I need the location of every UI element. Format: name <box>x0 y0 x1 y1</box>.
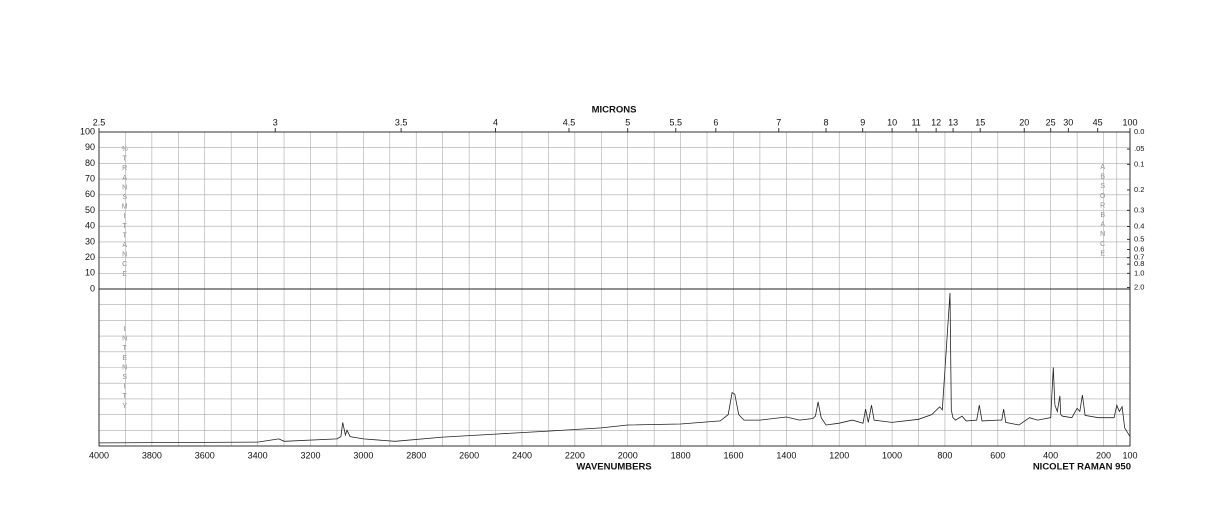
x2-tick-label: 3.5 <box>395 117 408 127</box>
x2-tick-label: 5.5 <box>670 117 683 127</box>
x2-tick-label: 5 <box>625 117 630 127</box>
y-tick-label: 80 <box>85 158 95 168</box>
x2-tick-label: 30 <box>1063 117 1073 127</box>
y-tick-label: 50 <box>85 205 95 215</box>
x-tick-label: 2400 <box>512 450 532 460</box>
x-tick-label: 4000 <box>89 450 109 460</box>
x-tick-label: 3400 <box>248 450 268 460</box>
x-tick-label: 100 <box>1122 450 1137 460</box>
y-axis-title: %TRANSMITTANCE <box>121 146 128 280</box>
x-tick-label: 1000 <box>882 450 902 460</box>
y-tick-label: 90 <box>85 142 95 152</box>
x-tick-label: 3200 <box>300 450 320 460</box>
y2-tick-label: 2.0 <box>1134 282 1144 291</box>
y2-tick-label: 0.2 <box>1134 185 1144 194</box>
top-axis-title: MICRONS <box>592 105 637 116</box>
y-tick-label: 20 <box>85 252 95 262</box>
y2-axis-title: ABSORBANCE <box>1099 164 1106 260</box>
y-tick-label: 40 <box>85 221 95 231</box>
x2-tick-label: 11 <box>911 117 920 127</box>
y-tick-label: 0 <box>90 283 95 293</box>
y2-tick-label: 0.4 <box>1134 221 1144 230</box>
x2-tick-label: 100 <box>1122 117 1137 127</box>
y-tick-label: 60 <box>85 189 95 199</box>
y2-tick-label: 1.0 <box>1134 268 1144 277</box>
x2-tick-label: 8 <box>823 117 828 127</box>
x-tick-label: 1800 <box>671 450 691 460</box>
x-tick-label: 600 <box>990 450 1005 460</box>
x2-tick-label: 45 <box>1093 117 1103 127</box>
x-tick-label: 1200 <box>829 450 849 460</box>
y2-tick-label: 0.1 <box>1134 159 1144 168</box>
x2-tick-label: 4 <box>493 117 498 127</box>
x2-tick-label: 2.5 <box>93 117 106 127</box>
x2-tick-label: 15 <box>975 117 985 127</box>
y2-tick-label: 0.7 <box>1134 253 1144 262</box>
x-tick-label: 2600 <box>459 450 479 460</box>
x-tick-label: 3800 <box>142 450 162 460</box>
x2-tick-label: 10 <box>887 117 897 127</box>
x2-tick-label: 7 <box>776 117 781 127</box>
y2-tick-label: .05 <box>1134 144 1144 153</box>
spectrum-line <box>98 292 1131 444</box>
x-tick-label: 800 <box>937 450 952 460</box>
y2-tick-label: 0.0 <box>1134 127 1144 136</box>
x-tick-label: 2000 <box>618 450 638 460</box>
y2-tick-label: 0.3 <box>1134 205 1144 214</box>
x-tick-label: 2800 <box>406 450 426 460</box>
y2-tick-label: 0.5 <box>1134 234 1144 243</box>
bottom-panel-frame <box>98 288 1131 447</box>
y-tick-label: 30 <box>85 236 95 246</box>
x2-tick-label: 25 <box>1046 117 1056 127</box>
y-tick-label: 10 <box>85 268 95 278</box>
x2-tick-label: 3 <box>273 117 278 127</box>
x2-tick-label: 6 <box>713 117 718 127</box>
x-axis-title: WAVENUMBERS <box>576 462 651 473</box>
x-tick-label: 3600 <box>195 450 215 460</box>
x-tick-label: 1600 <box>723 450 743 460</box>
x2-tick-label: 20 <box>1019 117 1029 127</box>
x-tick-label: 400 <box>1043 450 1058 460</box>
x-tick-label: 1400 <box>776 450 796 460</box>
x2-tick-label: 4.5 <box>563 117 576 127</box>
y-tick-label: 100 <box>80 126 95 136</box>
y2-tick-label: 0.6 <box>1134 245 1144 254</box>
intensity-axis-title: INTENSITY <box>121 326 128 412</box>
x2-tick-label: 9 <box>860 117 865 127</box>
y2-tick-label: 0.8 <box>1134 259 1144 268</box>
x2-tick-label: 13 <box>948 117 958 127</box>
x-tick-label: 3000 <box>353 450 373 460</box>
x-tick-label: 200 <box>1096 450 1111 460</box>
y-tick-label: 70 <box>85 173 95 183</box>
instrument-label: NICOLET RAMAN 950 <box>1033 462 1131 473</box>
x-tick-label: 2200 <box>565 450 585 460</box>
x2-tick-label: 12 <box>931 117 941 127</box>
